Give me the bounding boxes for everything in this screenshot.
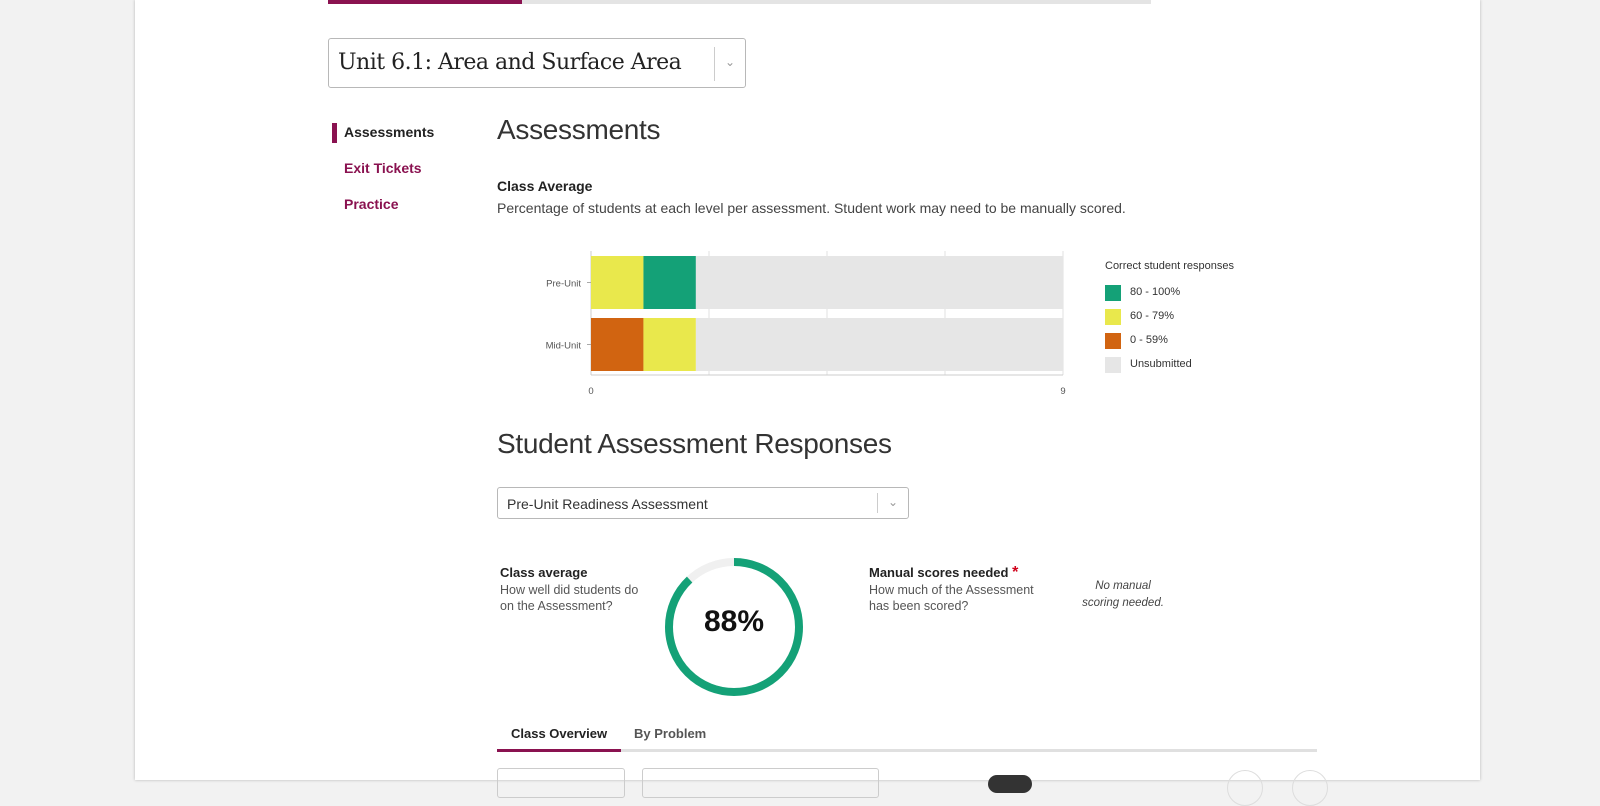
sidebar-item-assessments[interactable]: Assessments bbox=[332, 122, 472, 158]
sidebar-item-label: Exit Tickets bbox=[344, 160, 422, 176]
no-manual-note: No manual scoring needed. bbox=[1068, 578, 1178, 612]
category-label: Mid-Unit bbox=[546, 341, 582, 352]
sidebar-item-label: Assessments bbox=[344, 124, 435, 140]
bar-segment bbox=[695, 318, 1063, 371]
bar-segment bbox=[695, 256, 1063, 309]
manual-scores-title: Manual scores needed * bbox=[869, 564, 1018, 582]
stat-sub-line: on the Assessment? bbox=[500, 599, 613, 613]
legend-item-0-59: 0 - 59% bbox=[1105, 332, 1234, 356]
main-page: Unit 6.1: Area and Surface Area ⌄ Assess… bbox=[135, 0, 1480, 806]
legend-label: 60 - 79% bbox=[1130, 310, 1175, 322]
assessment-select[interactable]: Pre-Unit Readiness Assessment ⌄ bbox=[497, 487, 909, 519]
responses-heading: Student Assessment Responses bbox=[497, 428, 892, 459]
page-title: Assessments bbox=[497, 114, 661, 145]
tabs-baseline bbox=[497, 749, 1317, 752]
note-line: No manual bbox=[1095, 580, 1151, 592]
x-tick-label: 0 bbox=[588, 386, 593, 397]
active-tab-indicator bbox=[497, 749, 621, 752]
filter-select-1[interactable] bbox=[497, 768, 625, 798]
class-average-value: 88% bbox=[703, 605, 765, 638]
responses-tabs: Class Overview By Problem bbox=[497, 718, 1317, 752]
stat-sub-line: How much of the Assessment bbox=[869, 583, 1034, 597]
bar-segment bbox=[591, 318, 644, 371]
chevron-down-icon: ⌄ bbox=[724, 55, 735, 69]
legend-label: 0 - 59% bbox=[1130, 334, 1168, 346]
x-tick-label: 9 bbox=[1060, 386, 1065, 397]
circle-button-1[interactable] bbox=[1227, 770, 1263, 806]
circle-button-2[interactable] bbox=[1292, 770, 1328, 806]
tab-by-problem[interactable]: By Problem bbox=[634, 726, 707, 741]
filter-select-2[interactable] bbox=[642, 768, 879, 798]
chevron-down-icon: ⌄ bbox=[887, 495, 898, 509]
legend-swatch bbox=[1105, 309, 1121, 325]
legend-label: 80 - 100% bbox=[1130, 286, 1181, 298]
sidebar-item-practice[interactable]: Practice bbox=[332, 194, 472, 230]
toggle-switch[interactable] bbox=[988, 775, 1032, 793]
sidebar-item-label: Practice bbox=[344, 196, 399, 212]
sidebar-item-exit-tickets[interactable]: Exit Tickets bbox=[332, 158, 472, 194]
bar-segment bbox=[591, 256, 644, 309]
unit-select-value: Unit 6.1: Area and Surface Area bbox=[338, 50, 682, 75]
unit-progress-fill bbox=[328, 0, 523, 4]
legend-label: Unsubmitted bbox=[1130, 358, 1192, 370]
ring-progress bbox=[665, 558, 803, 696]
tab-class-overview[interactable]: Class Overview bbox=[511, 726, 608, 741]
legend-swatch bbox=[1105, 333, 1121, 349]
legend-swatch bbox=[1105, 285, 1121, 301]
class-average-stat-sub: How well did students do on the Assessme… bbox=[500, 582, 638, 614]
assessment-select-value: Pre-Unit Readiness Assessment bbox=[507, 496, 708, 512]
manual-scores-title-text: Manual scores needed bbox=[869, 565, 1009, 580]
select-divider bbox=[877, 493, 878, 513]
bar-segment bbox=[643, 318, 696, 371]
sidebar-nav: Assessments Exit Tickets Practice bbox=[332, 122, 472, 230]
manual-scores-sub: How much of the Assessment has been scor… bbox=[869, 582, 1034, 614]
class-average-chart: Pre-Unit Mid-Unit 0 9 bbox=[546, 251, 1066, 397]
legend-item-80-100: 80 - 100% bbox=[1105, 284, 1234, 308]
legend-title: Correct student responses bbox=[1105, 260, 1235, 272]
required-mark: * bbox=[1012, 564, 1019, 581]
class-average-title: Class Average bbox=[497, 178, 593, 194]
class-average-stat-title: Class average bbox=[500, 565, 588, 580]
unit-select[interactable]: Unit 6.1: Area and Surface Area ⌄ bbox=[328, 38, 746, 88]
legend-item-unsubmitted: Unsubmitted bbox=[1105, 356, 1234, 380]
class-average-description: Percentage of students at each level per… bbox=[497, 200, 1126, 216]
stat-sub-line: How well did students do bbox=[500, 583, 639, 597]
unit-progress-bar bbox=[328, 0, 1151, 4]
note-line: scoring needed. bbox=[1082, 597, 1164, 609]
legend-swatch bbox=[1105, 357, 1121, 373]
select-divider bbox=[714, 47, 715, 81]
category-label: Pre-Unit bbox=[546, 279, 581, 290]
legend-item-60-79: 60 - 79% bbox=[1105, 308, 1234, 332]
bar-segment bbox=[643, 256, 696, 309]
stat-sub-line: has been scored? bbox=[869, 599, 969, 613]
class-average-ring bbox=[665, 558, 803, 696]
chart-legend: Correct student responses 80 - 100% 60 -… bbox=[1105, 260, 1234, 380]
